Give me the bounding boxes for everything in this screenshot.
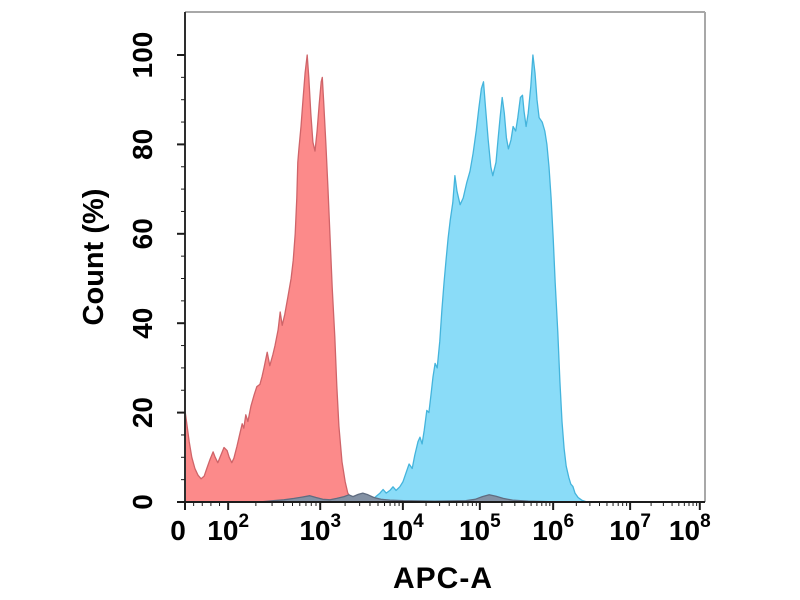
y-axis-title: Count (%) [78,189,110,326]
y-tick-label: 60 [127,218,158,249]
x-axis-title: APC-A [393,562,493,595]
y-tick-label: 40 [127,308,158,339]
axis-layer: 0 102 103 104 105 106 107 108 0 20 40 60 80 100 [127,11,711,546]
x-tick-label: 103 [299,511,341,546]
y-tick-label: 0 [127,494,158,510]
red-population-area [184,54,360,503]
baseline-population-area [262,492,550,503]
x-tick-label: 102 [207,511,249,546]
x-tick-label: 106 [532,511,574,546]
y-tick-label: 100 [127,32,158,79]
x-tick-label: 104 [382,511,424,546]
x-tick-label: 0 [170,515,186,546]
y-tick-label: 80 [127,129,158,160]
x-tick-label: 105 [459,511,501,546]
blue-population-area [367,54,587,503]
x-tick-label: 108 [669,511,711,546]
series-layer [184,54,587,503]
y-tick-label: 20 [127,397,158,428]
x-tick-label: 107 [609,511,651,546]
